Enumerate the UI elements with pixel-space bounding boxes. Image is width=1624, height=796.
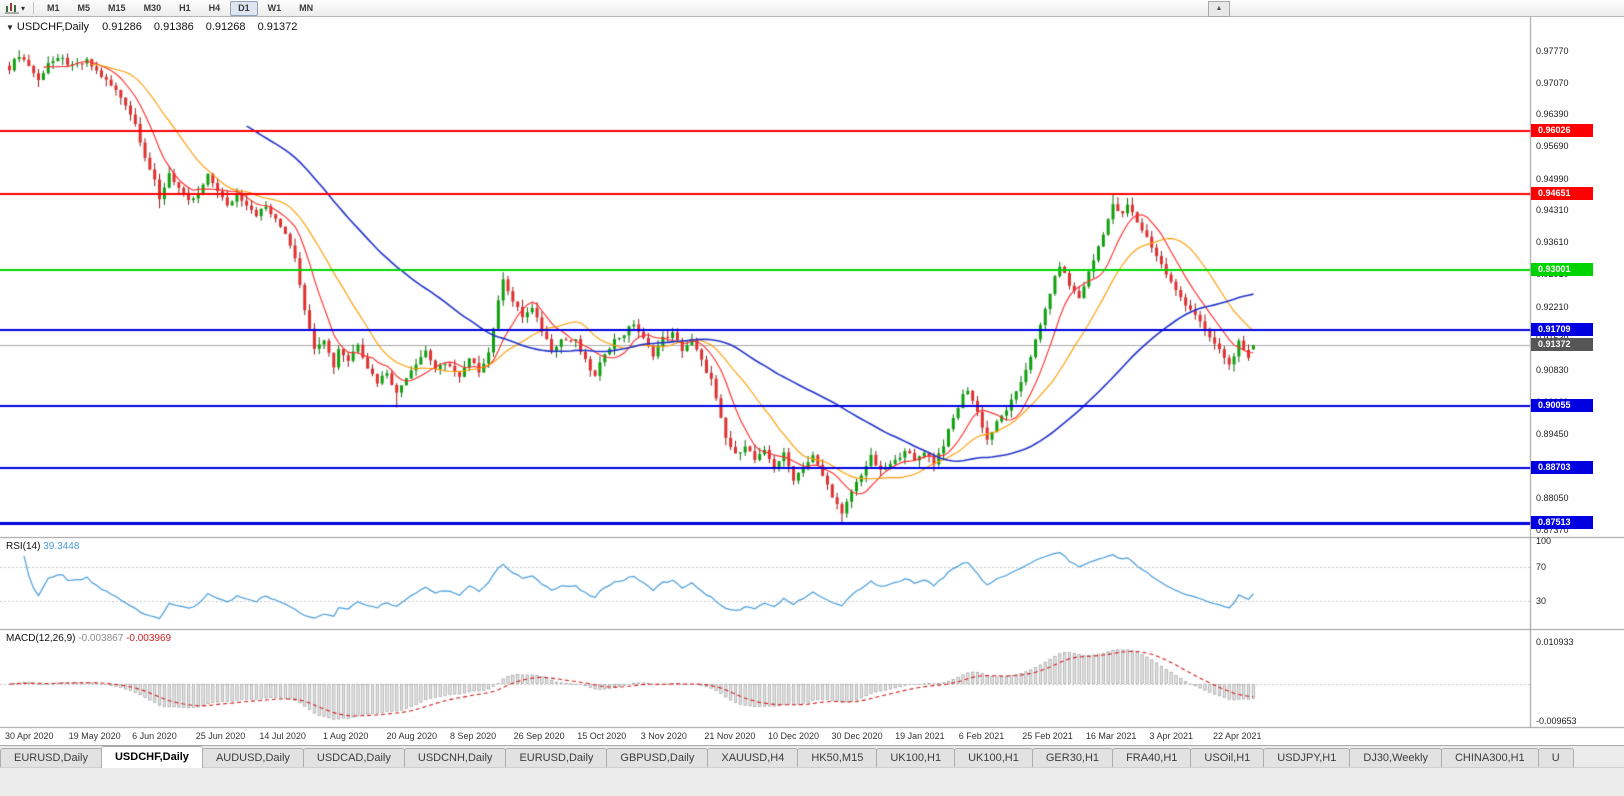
rsi-value: 39.3448 <box>43 541 80 552</box>
price-level-tag-0.94651[interactable]: 0.94651 <box>1531 187 1593 201</box>
chart-tab-7-xauusd-h4[interactable]: XAUUSD,H4 <box>707 748 799 768</box>
date-axis-label: 15 Oct 2020 <box>577 731 627 741</box>
price-level-tag-0.93001[interactable]: 0.93001 <box>1531 263 1593 277</box>
toolbar-separator <box>33 2 35 14</box>
date-axis-label: 14 Jul 2020 <box>259 731 306 741</box>
chart-tab-12-fra40-h1[interactable]: FRA40,H1 <box>1112 748 1192 768</box>
price-level-tag-0.91709[interactable]: 0.91709 <box>1531 322 1593 336</box>
chart-canvas[interactable] <box>0 17 1624 745</box>
macd-name: MACD(12,26,9) <box>6 633 76 644</box>
chart-tab-1-usdchf-daily[interactable]: USDCHF,Daily <box>100 746 203 768</box>
chart-tab-2-audusd-daily[interactable]: AUDUSD,Daily <box>201 748 304 768</box>
chart-tab-bar: EURUSD,Daily USDCHF,Daily AUDUSD,Daily USDC… <box>0 745 1624 768</box>
timeframe-button-d1[interactable]: D1 <box>230 0 258 16</box>
price-axis-tick: 0.94990 <box>1536 173 1569 184</box>
date-axis-label: 6 Feb 2021 <box>958 731 1005 741</box>
price-axis-tick: 0.91530 <box>1536 333 1569 343</box>
chart-tab-9-uk100-h1[interactable]: UK100,H1 <box>876 748 956 768</box>
rsi-indicator-label: RSI(14) 39.3448 <box>6 541 79 552</box>
date-axis-label: 19 Jan 2021 <box>895 731 945 741</box>
chart-tab-10-uk100-h1[interactable]: UK100,H1 <box>954 748 1033 768</box>
price-level-tag-0.90055[interactable]: 0.90055 <box>1531 398 1593 412</box>
rsi-axis-label: 30 <box>1536 596 1547 607</box>
date-axis-label: 22 Apr 2021 <box>1213 731 1262 741</box>
chart-window: ▼ USDCHF,Daily 0.91286 0.91386 0.91268 0.… <box>0 17 1624 745</box>
date-axis-label: 30 Dec 2020 <box>831 731 883 741</box>
price-axis-tick: 0.96390 <box>1536 109 1569 120</box>
date-axis-label: 8 Sep 2020 <box>450 731 497 741</box>
timeframe-button-m5[interactable]: M5 <box>77 2 91 13</box>
chart-title: ▼ USDCHF,Daily 0.91286 0.91386 0.91268 0.… <box>6 21 297 33</box>
rsi-name: RSI(14) <box>6 541 41 552</box>
chart-tab-8-hk50-m15[interactable]: HK50,M15 <box>797 748 878 768</box>
date-axis-label: 20 Aug 2020 <box>386 731 438 741</box>
chart-tab-14-usdjpy-h1[interactable]: USDJPY,H1 <box>1263 748 1351 768</box>
chart-tab-4-usdcnh-daily[interactable]: USDCNH,Daily <box>403 748 507 768</box>
current-price-tag: 0.91372 <box>1531 338 1593 352</box>
chart-type-icon[interactable] <box>4 2 20 14</box>
macd-main-value: -0.003867 <box>78 633 124 644</box>
timeframe-button-m1[interactable]: M1 <box>47 2 60 13</box>
price-axis-tick: 0.97070 <box>1536 77 1569 88</box>
price-axis-tick: 0.97770 <box>1536 45 1569 56</box>
timeframe-button-mn[interactable]: MN <box>299 2 314 13</box>
price-level-tag-0.96026[interactable]: 0.96026 <box>1531 124 1593 137</box>
macd-axis-max-label: 0.010933 <box>1536 637 1574 647</box>
date-axis-label: 1 Aug 2020 <box>322 731 369 741</box>
chart-tab-16-china300-h1[interactable]: CHINA300,H1 <box>1440 748 1539 768</box>
collapse-triangle-icon[interactable]: ▼ <box>6 23 14 32</box>
date-axis-label: 26 Sep 2020 <box>513 731 565 741</box>
macd-indicator-label: MACD(12,26,9) -0.003867 -0.003969 <box>6 633 171 644</box>
price-axis-tick: 0.94310 <box>1536 205 1569 216</box>
date-axis-label: 10 Dec 2020 <box>767 731 819 741</box>
rsi-axis-label: 70 <box>1536 561 1547 572</box>
date-axis-label: 30 Apr 2020 <box>5 731 54 741</box>
chart-tab-17-u[interactable]: U <box>1537 748 1574 768</box>
scroll-up-button[interactable]: ▲ <box>1208 1 1230 17</box>
chart-tab-13-usoil-h1[interactable]: USOil,H1 <box>1190 748 1265 768</box>
chart-tab-5-eurusd-daily[interactable]: EURUSD,Daily <box>505 748 608 768</box>
chart-tab-0-eurusd-daily[interactable]: EURUSD,Daily <box>0 748 102 768</box>
price-level-tag-0.87513[interactable]: 0.87513 <box>1531 515 1593 529</box>
date-axis-label: 6 Jun 2020 <box>132 731 177 741</box>
timeframe-button-w1[interactable]: W1 <box>267 2 282 13</box>
chart-tab-11-ger30-h1[interactable]: GER30,H1 <box>1031 748 1114 768</box>
price-axis-tick: 0.95690 <box>1536 141 1569 152</box>
rsi-axis-label: 100 <box>1536 536 1552 546</box>
chart-type-dropdown-caret-icon[interactable]: ▾ <box>21 3 26 13</box>
price-axis-tick: 0.87370 <box>1536 524 1569 535</box>
timeframe-button-m30[interactable]: M30 <box>143 2 162 13</box>
date-axis-label: 25 Jun 2020 <box>195 731 246 741</box>
date-axis-label: 3 Nov 2020 <box>640 731 687 741</box>
price-axis-tick: 0.92210 <box>1536 301 1569 312</box>
price-axis-tick: 0.88050 <box>1536 493 1569 504</box>
macd-signal-value: -0.003969 <box>126 633 172 644</box>
date-axis-label: 3 Apr 2021 <box>1149 731 1193 741</box>
chart-symbol-label: USDCHF,Daily <box>16 21 90 33</box>
price-axis-tick: 0.93610 <box>1536 237 1569 248</box>
status-bar <box>0 767 1624 796</box>
chart-tab-15-dj30-weekly[interactable]: DJ30,Weekly <box>1349 748 1442 768</box>
toolbar: ▾ M1 M5 M15 M30 H1 H4 D1 W1 MN ▲ <box>0 0 1624 17</box>
price-axis-tick: 0.90830 <box>1536 365 1569 376</box>
date-axis-label: 19 May 2020 <box>68 731 121 741</box>
timeframe-group: M1 M5 M15 M30 H1 H4 D1 W1 MN <box>39 0 321 16</box>
macd-axis-min-label: -0.009653 <box>1536 716 1577 726</box>
chart-tab-6-gbpusd-daily[interactable]: GBPUSD,Daily <box>606 748 709 768</box>
date-axis-label: 16 Mar 2021 <box>1085 731 1137 741</box>
date-axis-label: 21 Nov 2020 <box>704 731 756 741</box>
timeframe-button-h1[interactable]: H1 <box>179 2 191 13</box>
price-axis-tick: 0.89450 <box>1536 428 1569 439</box>
chart-ohlc-values: 0.91286 0.91386 0.91268 0.91372 <box>102 21 298 33</box>
price-level-tag-0.88703[interactable]: 0.88703 <box>1531 461 1593 475</box>
timeframe-button-h4[interactable]: H4 <box>208 2 221 13</box>
date-axis-label: 25 Feb 2021 <box>1022 731 1073 741</box>
chart-tab-3-usdcad-daily[interactable]: USDCAD,Daily <box>302 748 405 768</box>
timeframe-button-m15[interactable]: M15 <box>108 2 126 13</box>
